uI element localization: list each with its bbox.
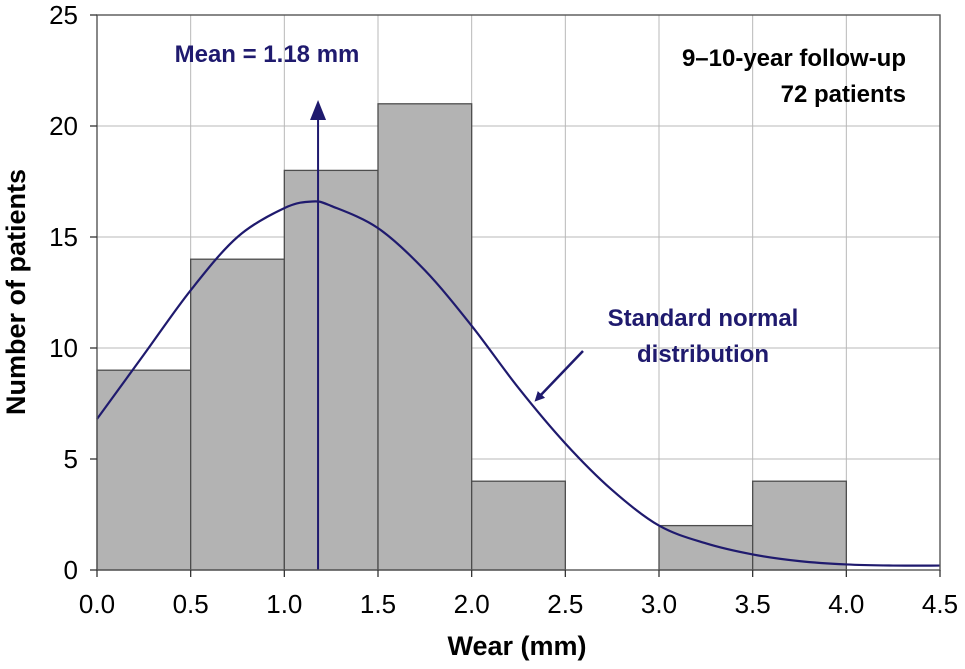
- y-axis-title: Number of patients: [1, 169, 31, 415]
- normal-callout-arrow: [534, 350, 584, 402]
- plot-border: [96, 14, 941, 571]
- y-tick-label: 0: [64, 555, 78, 585]
- mean-arrow-head: [310, 100, 327, 120]
- follow-up-label: 9–10-year follow-up: [682, 45, 906, 72]
- x-tick-label: 1.0: [266, 589, 302, 619]
- mean-label: Mean = 1.18 mm: [175, 41, 360, 68]
- x-tick-label: 1.5: [360, 589, 396, 619]
- normal-distribution-curve: [96, 200, 941, 567]
- histogram-bar: [471, 480, 566, 571]
- annotations: Mean = 1.18 mm 9–10-year follow-up 72 pa…: [175, 41, 906, 402]
- y-tick-label: 10: [49, 333, 78, 363]
- ticks: [90, 14, 941, 577]
- plot-frame: [96, 14, 941, 571]
- histogram-bar: [377, 103, 473, 571]
- x-tick-label: 0.0: [79, 589, 115, 619]
- normal-label-line1: Standard normal: [608, 305, 799, 332]
- x-tick-label: 3.5: [735, 589, 771, 619]
- tick-labels: 0.0 0.5 1.0 1.5 2.0 2.5 3.0 3.5 4.0 4.5 0 5 10 15 20 25: [49, 0, 958, 619]
- bars: [96, 103, 847, 571]
- x-tick-label: 4.0: [828, 589, 864, 619]
- normal-label-line2: distribution: [637, 341, 769, 368]
- x-tick-label: 2.0: [454, 589, 490, 619]
- x-tick-label: 2.5: [547, 589, 583, 619]
- y-tick-label: 5: [64, 444, 78, 474]
- histogram-bar: [96, 369, 192, 571]
- x-tick-label: 0.5: [173, 589, 209, 619]
- normal-curve-layer: [96, 100, 941, 570]
- x-tick-label: 3.0: [641, 589, 677, 619]
- histogram-bar: [283, 169, 379, 571]
- histogram-bar: [190, 258, 285, 571]
- y-tick-label: 20: [49, 111, 78, 141]
- y-tick-label: 25: [49, 0, 78, 30]
- y-tick-label: 15: [49, 222, 78, 252]
- x-tick-label: 4.5: [922, 589, 958, 619]
- patients-count-label: 72 patients: [781, 81, 906, 108]
- x-axis-title: Wear (mm): [447, 631, 586, 661]
